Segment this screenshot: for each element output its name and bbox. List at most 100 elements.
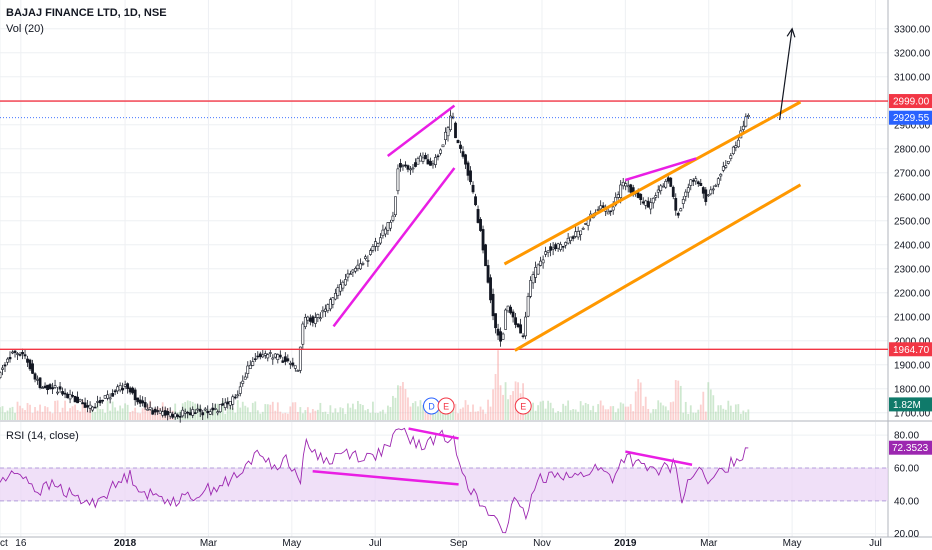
symbol-title[interactable]: BAJAJ FINANCE LTD, 1D, NSE xyxy=(6,7,167,19)
candle-bull xyxy=(531,274,535,284)
volume-bar xyxy=(319,402,322,420)
volume-bar xyxy=(1,406,4,420)
candle-bull xyxy=(649,202,653,210)
volume-bar xyxy=(321,412,324,420)
candle-bear xyxy=(281,360,285,363)
candle-bull xyxy=(236,394,240,397)
volume-bar xyxy=(359,403,362,420)
candle-bull xyxy=(684,191,688,197)
rsi-axis-tick-label: 20.00 xyxy=(894,529,919,540)
candle-bull xyxy=(123,384,127,387)
candle-bull xyxy=(556,243,560,249)
time-axis-tick-label: Jul xyxy=(869,538,882,549)
time-axis-tick-label: Mar xyxy=(700,538,718,549)
volume-bar xyxy=(464,400,467,420)
candle-bull xyxy=(391,215,395,221)
candle-bear xyxy=(178,416,182,418)
candle-bull xyxy=(501,333,505,340)
volume-bar xyxy=(379,411,382,420)
candle-bull xyxy=(431,163,435,166)
volume-bar xyxy=(494,374,497,420)
volume-bar xyxy=(344,413,347,420)
candle-bear xyxy=(399,163,402,168)
volume-bar xyxy=(632,411,635,420)
volume-bar xyxy=(412,402,414,420)
volume-bar xyxy=(329,405,332,420)
volume-bar xyxy=(514,381,517,420)
candle-bull xyxy=(656,189,660,193)
volume-bar xyxy=(547,400,550,420)
volume-bar xyxy=(64,400,66,420)
volume-bar xyxy=(722,408,725,420)
candle-bull xyxy=(644,200,648,206)
volume-bar xyxy=(104,412,107,420)
candle-bull xyxy=(544,251,548,255)
candle-bull xyxy=(1,367,4,370)
candle-bear xyxy=(66,393,69,399)
candle-bear xyxy=(461,151,465,157)
volume-bar xyxy=(306,407,309,420)
volume-bar xyxy=(261,411,264,420)
candle-bull xyxy=(394,196,397,216)
volume-bar xyxy=(497,350,499,420)
candle-bear xyxy=(671,186,675,197)
candle-bull xyxy=(729,155,733,159)
candle-bear xyxy=(406,165,410,170)
candle-bear xyxy=(18,354,22,356)
volume-bar xyxy=(186,400,189,420)
candle-bull xyxy=(36,379,39,381)
rsi-legend[interactable]: RSI (14, close) xyxy=(6,430,79,442)
volume-bar xyxy=(51,413,54,420)
volume-bar xyxy=(91,409,94,420)
candle-bull xyxy=(366,260,370,262)
channel-line xyxy=(514,183,802,352)
volume-bar xyxy=(39,404,41,420)
candle-bear xyxy=(126,383,130,390)
volume-bar xyxy=(579,401,582,420)
volume-legend[interactable]: Vol (20) xyxy=(6,23,44,35)
candle-bull xyxy=(444,131,447,141)
candle-bull xyxy=(529,280,532,297)
price-axis-tick-label: 2500.00 xyxy=(894,216,931,227)
volume-bar xyxy=(59,412,61,420)
volume-bar xyxy=(66,411,69,420)
candle-bear xyxy=(484,244,487,267)
candle-bull xyxy=(706,194,710,197)
candle-bear xyxy=(3,364,7,367)
volume-bar xyxy=(364,410,367,420)
volume-bar xyxy=(281,413,284,420)
volume-bar xyxy=(669,402,672,420)
price-axis-tick-label: 2300.00 xyxy=(894,264,931,275)
volume-bar xyxy=(11,406,14,420)
candle-bull xyxy=(273,353,277,358)
volume-bar xyxy=(659,402,662,420)
candle-bull xyxy=(579,230,583,235)
volume-bar xyxy=(121,408,124,420)
candle-bear xyxy=(424,154,427,160)
candle-bull xyxy=(376,243,380,247)
candle-bear xyxy=(286,358,290,362)
candle-bull xyxy=(686,187,690,193)
volume-bar xyxy=(374,412,377,420)
volume-bar xyxy=(657,400,660,420)
volume-bar xyxy=(479,406,482,420)
candle-bull xyxy=(208,411,212,415)
candle-bull xyxy=(346,273,350,278)
candle-bear xyxy=(278,354,282,358)
candle-bear xyxy=(429,160,432,166)
time-axis-tick-label: 2018 xyxy=(114,538,137,549)
volume-bar xyxy=(644,396,647,420)
candle-bear xyxy=(481,229,485,251)
candle-bull xyxy=(694,178,698,182)
volume-bar xyxy=(477,411,479,420)
candle-bear xyxy=(43,385,47,389)
candle-bull xyxy=(266,354,270,359)
volume-bar xyxy=(627,406,630,420)
candle-bear xyxy=(511,311,515,318)
volume-bar xyxy=(532,402,534,420)
time-axis-tick-label: Sep xyxy=(450,538,468,549)
candle-bull xyxy=(298,346,302,371)
candle-bear xyxy=(491,293,495,317)
trend-line xyxy=(332,167,456,328)
